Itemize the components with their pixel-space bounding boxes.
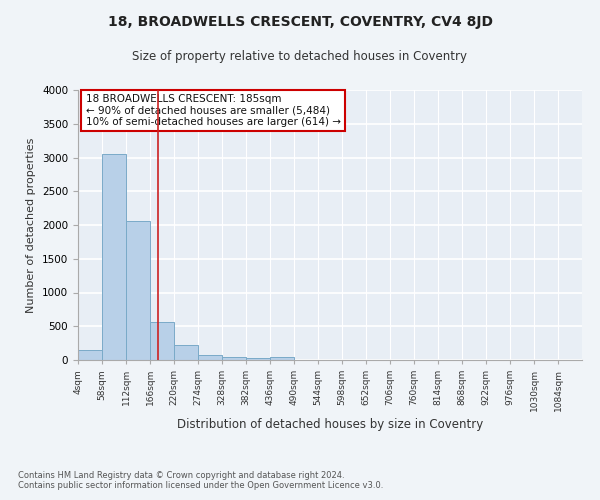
Text: Contains HM Land Registry data © Crown copyright and database right 2024.: Contains HM Land Registry data © Crown c… [18, 470, 344, 480]
Bar [150, 322, 174, 360]
Bar [270, 357, 294, 360]
Text: Size of property relative to detached houses in Coventry: Size of property relative to detached ho… [133, 50, 467, 63]
Bar [222, 357, 246, 360]
Bar [78, 350, 102, 360]
Bar [126, 221, 150, 360]
Bar [102, 154, 126, 360]
X-axis label: Distribution of detached houses by size in Coventry: Distribution of detached houses by size … [177, 418, 483, 431]
Text: Contains public sector information licensed under the Open Government Licence v3: Contains public sector information licen… [18, 480, 383, 490]
Bar [246, 358, 270, 360]
Bar [174, 346, 198, 360]
Bar [198, 355, 222, 360]
Text: 18, BROADWELLS CRESCENT, COVENTRY, CV4 8JD: 18, BROADWELLS CRESCENT, COVENTRY, CV4 8… [107, 15, 493, 29]
Y-axis label: Number of detached properties: Number of detached properties [26, 138, 37, 312]
Text: 18 BROADWELLS CRESCENT: 185sqm
← 90% of detached houses are smaller (5,484)
10% : 18 BROADWELLS CRESCENT: 185sqm ← 90% of … [86, 94, 341, 127]
